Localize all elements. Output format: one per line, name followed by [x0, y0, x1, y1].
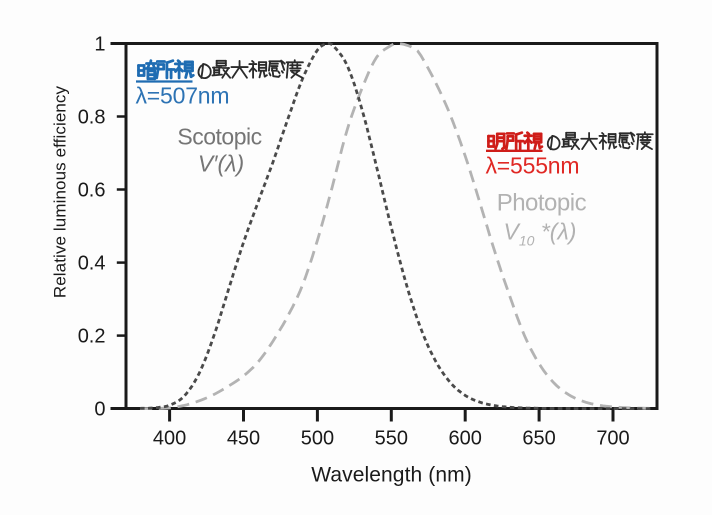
svg-text:550: 550	[375, 428, 408, 450]
svg-text:0.8: 0.8	[78, 106, 106, 128]
svg-text:Photopic: Photopic	[497, 190, 587, 217]
svg-text:500: 500	[301, 428, 334, 450]
svg-text:600: 600	[449, 428, 482, 450]
svg-text:V10 *(λ): V10 *(λ)	[504, 219, 577, 249]
svg-text:Wavelength (nm): Wavelength (nm)	[311, 464, 472, 487]
svg-text:λ=555nm: λ=555nm	[486, 152, 580, 178]
svg-text:1: 1	[94, 33, 105, 55]
svg-text:0.6: 0.6	[78, 179, 106, 201]
svg-text:700: 700	[596, 428, 629, 450]
svg-text:V′(λ): V′(λ)	[198, 151, 244, 177]
svg-text:650: 650	[522, 428, 555, 450]
svg-text:0.4: 0.4	[78, 253, 106, 275]
svg-text:400: 400	[153, 428, 186, 450]
svg-text:λ=507nm: λ=507nm	[136, 82, 230, 108]
svg-text:Relative luminous efficiency: Relative luminous efficiency	[51, 85, 70, 298]
svg-text:0.2: 0.2	[78, 326, 106, 348]
svg-text:450: 450	[227, 428, 260, 450]
svg-text:0: 0	[94, 399, 105, 421]
svg-text:Scotopic: Scotopic	[177, 124, 261, 150]
